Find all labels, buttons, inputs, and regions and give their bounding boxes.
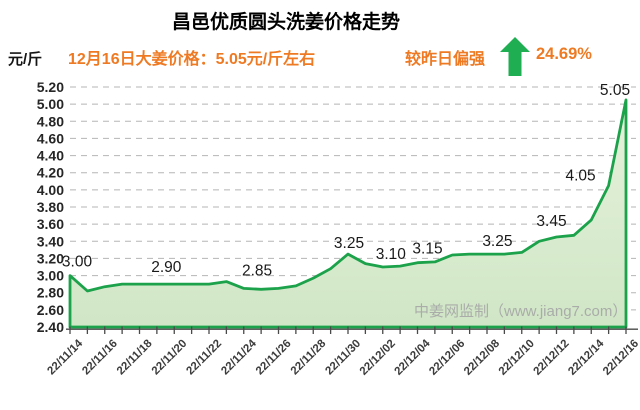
y-axis-tick-label: 4.20 (37, 165, 64, 181)
x-axis-tick-label: 22/11/20 (150, 338, 190, 378)
x-axis-tick-label: 22/12/10 (497, 338, 537, 378)
x-axis-tick-label: 22/12/04 (392, 337, 433, 378)
x-axis-tick-label: 22/12/12 (531, 338, 571, 378)
chart-title: 昌邑优质圆头洗姜价格走势 (171, 12, 400, 33)
data-point-label: 2.85 (242, 262, 272, 279)
x-axis-tick-label: 22/11/26 (254, 338, 294, 378)
x-axis-tick-label: 22/11/22 (184, 338, 224, 378)
x-axis-tick-label: 22/11/16 (80, 338, 120, 378)
data-point-label: 3.10 (376, 246, 407, 263)
y-axis-tick-label: 3.40 (37, 233, 64, 249)
data-point-label: 3.00 (62, 254, 93, 271)
x-axis-tick-label: 22/11/14 (45, 337, 85, 377)
x-axis-tick-label: 22/12/08 (462, 337, 503, 378)
area-series (68, 98, 628, 329)
data-point-label: 3.25 (482, 233, 512, 250)
data-point-label: 2.90 (151, 259, 182, 276)
y-axis-tick-label: 5.20 (37, 79, 64, 95)
data-point-label: 3.15 (412, 241, 442, 258)
y-axis-tick-label: 4.00 (37, 182, 64, 198)
x-axis-tick-label: 22/11/30 (323, 338, 363, 378)
watermark: 中姜网监制（www.jiang7.com） (414, 303, 627, 320)
y-axis-tick-label: 3.60 (37, 216, 64, 232)
y-axis-tick-label: 4.80 (37, 113, 64, 129)
data-point-label: 3.25 (334, 235, 364, 252)
price-announcement: 12月16日大姜价格：5.05元/斤左右 (68, 51, 316, 68)
data-point-label: 4.05 (566, 168, 596, 185)
x-axis-tick-label: 22/12/16 (601, 338, 640, 378)
x-axis-tick-label: 22/12/02 (358, 338, 398, 378)
trend-percent: 24.69% (536, 45, 592, 63)
x-axis (66, 326, 638, 334)
x-axis-tick-label: 22/11/28 (289, 337, 329, 377)
y-axis-tick-label: 4.40 (37, 148, 64, 164)
y-axis-labels: 5.205.004.804.60 4.404.204.003.803.603.40… (37, 79, 64, 335)
x-axis-tick-label: 22/11/24 (219, 337, 259, 377)
x-axis-tick-label: 22/11/18 (115, 337, 155, 377)
y-axis-tick-label: 4.60 (37, 130, 64, 146)
x-axis-labels: 22/11/1422/11/1622/11/1822/11/2022/11/22… (45, 337, 640, 378)
data-point-label: 3.45 (536, 213, 566, 230)
y-axis-tick-label: 5.00 (37, 96, 64, 112)
y-axis-tick-label: 2.40 (37, 319, 64, 335)
y-axis-tick-label: 3.00 (37, 268, 64, 284)
y-axis-unit-label: 元/斤 (8, 51, 43, 68)
y-axis-tick-label: 2.60 (37, 302, 64, 318)
data-point-label: 5.05 (600, 82, 630, 99)
data-point-labels: 3.00 2.90 2.85 3.25 3.10 3.15 3.25 3.45 4.05 5.05 (62, 82, 630, 279)
up-arrow-icon (500, 37, 530, 76)
x-axis-tick-label: 22/12/06 (427, 338, 467, 378)
x-axis-tick-label: 22/12/14 (566, 337, 607, 378)
y-axis-tick-label: 2.80 (37, 285, 64, 301)
trend-direction-label: 较昨日偏强 (405, 51, 486, 68)
y-axis-tick-label: 3.80 (37, 199, 64, 215)
y-axis-tick-label: 3.20 (37, 250, 64, 266)
